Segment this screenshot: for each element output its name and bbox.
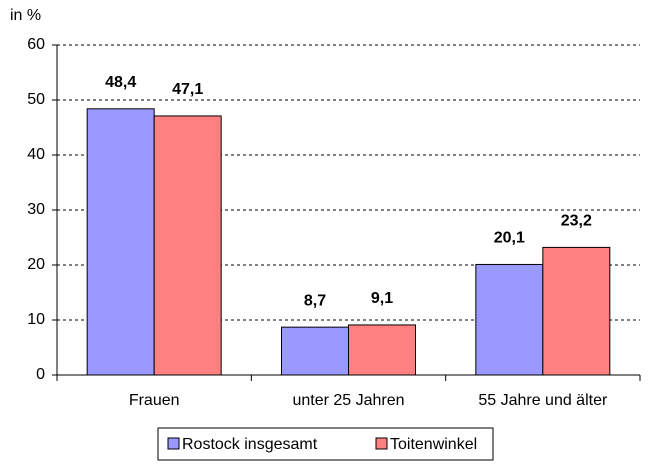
value-label: 47,1	[172, 81, 203, 98]
value-label: 9,1	[371, 290, 393, 307]
y-tick-label: 60	[27, 36, 45, 53]
legend-swatch	[375, 437, 388, 450]
y-tick-label: 30	[27, 201, 45, 218]
bar	[153, 115, 222, 376]
value-label: 8,7	[304, 292, 326, 309]
bar	[542, 246, 611, 376]
y-axis-label: in %	[10, 7, 41, 24]
legend-box	[157, 427, 494, 461]
y-tick-label: 50	[27, 91, 45, 108]
value-label: 23,2	[561, 213, 592, 230]
legend-swatch	[167, 437, 180, 450]
bar	[475, 263, 544, 376]
bar	[348, 324, 416, 376]
value-label: 20,1	[494, 230, 525, 247]
legend-label: Toitenwinkel	[390, 436, 477, 453]
bar	[281, 326, 349, 376]
y-tick-label: 0	[36, 366, 45, 383]
y-tick-label: 40	[27, 146, 45, 163]
legend-label: Rostock insgesamt	[182, 436, 318, 453]
y-tick-label: 10	[27, 311, 45, 328]
y-tick-label: 20	[27, 256, 45, 273]
bar	[86, 108, 155, 376]
x-tick-label: Frauen	[129, 392, 180, 409]
x-tick-label: unter 25 Jahren	[292, 392, 404, 409]
x-tick-label: 55 Jahre und älter	[478, 392, 608, 409]
value-label: 48,4	[105, 74, 136, 91]
